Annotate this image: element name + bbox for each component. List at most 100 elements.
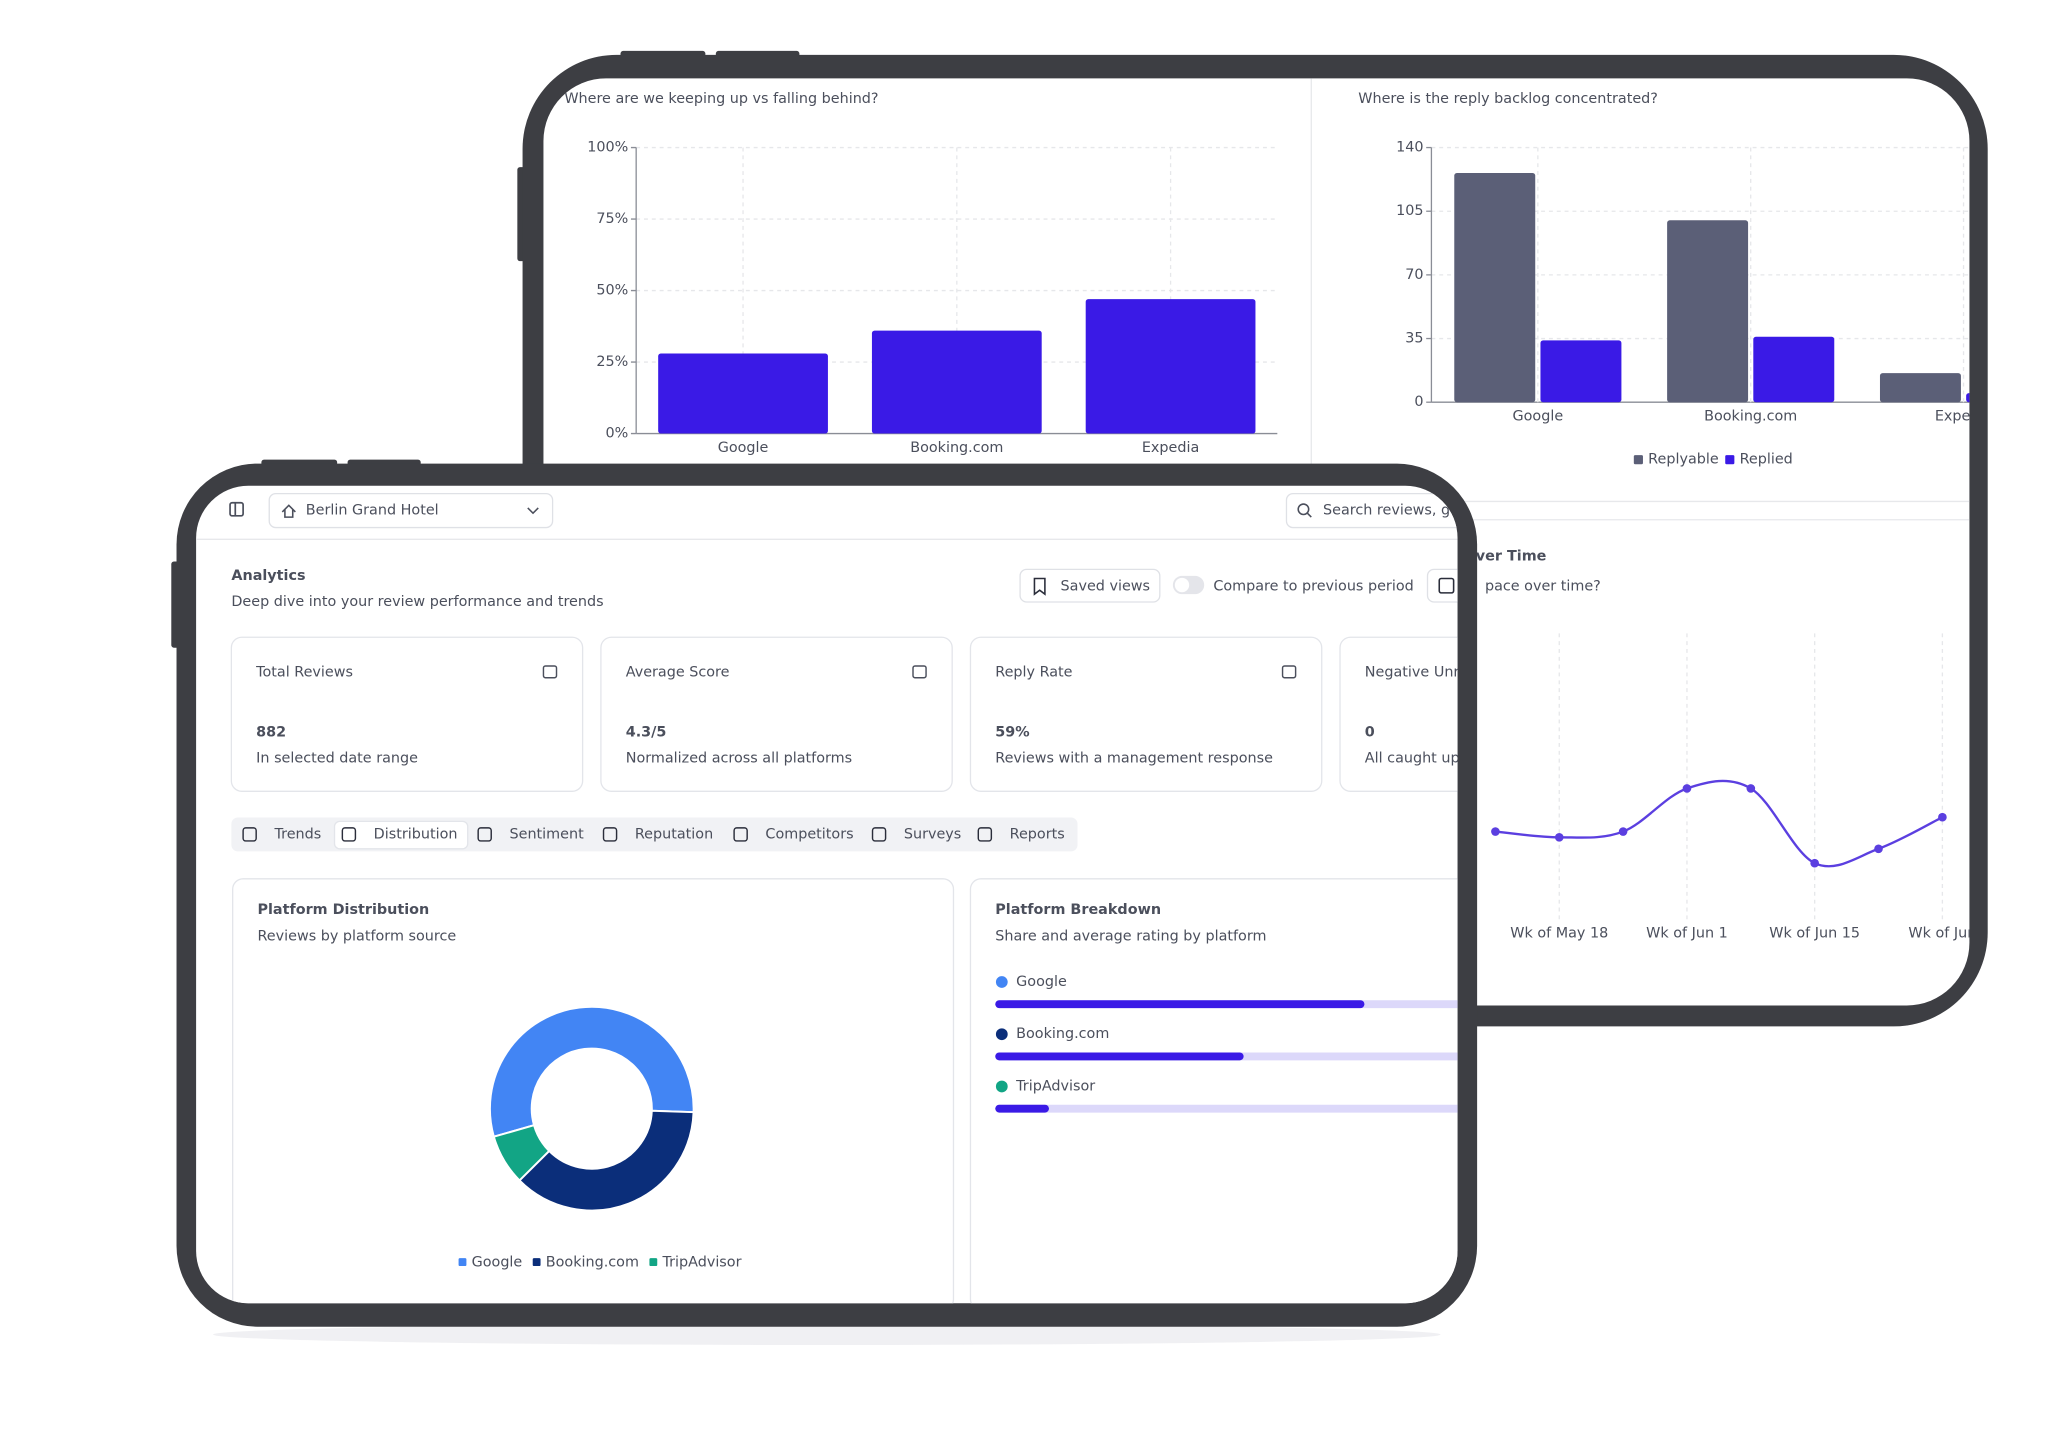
kpi-icon: [1281, 665, 1297, 679]
home-icon: [281, 504, 296, 518]
donut-segment: [518, 1109, 695, 1212]
search-box[interactable]: [1285, 492, 1495, 529]
kpi-card: [969, 636, 1323, 792]
x-tick-label: Booking.com: [910, 440, 1003, 456]
kpi-card: [230, 636, 584, 792]
donut-segment: [492, 1123, 551, 1182]
chart-title: ver Time: [1476, 548, 1547, 564]
x-tick-label: Booking.com: [1704, 409, 1797, 425]
x-tick-label: Expedia: [1142, 440, 1199, 456]
card-subtitle: Share and average rating by platform: [995, 928, 1266, 944]
saved-views-label: Saved views: [1061, 578, 1150, 594]
tab-label[interactable]: Reputation: [635, 826, 713, 842]
shadow: [213, 1324, 1441, 1346]
kpi-icon: [912, 665, 927, 679]
x-tick-label: Wk of May 18: [1510, 926, 1608, 942]
kpi-card: [600, 636, 953, 792]
kpi-label: Reply Rate: [995, 665, 1072, 681]
platform-label: TripAdvisor: [1015, 1078, 1095, 1094]
hotel-name: Berlin Grand Hotel: [306, 503, 439, 519]
legend-label: Replied: [1740, 452, 1793, 468]
sidebar-icon[interactable]: [229, 501, 244, 517]
bar: [1667, 220, 1749, 403]
search-icon: [1297, 503, 1310, 516]
hotel-selector[interactable]: [268, 492, 554, 529]
tab-icon: [341, 827, 357, 842]
bar-track: [995, 1104, 1458, 1113]
x-tick-label: Google: [718, 440, 769, 456]
kpi-value: 4.3/5: [626, 725, 667, 741]
bar: [658, 353, 828, 434]
tab-label[interactable]: Surveys: [904, 826, 961, 842]
y-tick-label: 0%: [606, 426, 629, 442]
line-point: [1746, 784, 1756, 793]
legend-label: Replyable: [1648, 452, 1719, 468]
card-title: Platform Breakdown: [995, 902, 1161, 918]
line-point: [1554, 832, 1564, 842]
tab-label[interactable]: Trends: [273, 826, 321, 842]
y-tick-label: 105: [1396, 203, 1423, 219]
line-point: [1618, 827, 1628, 836]
line-point: [1491, 827, 1500, 836]
tab-label[interactable]: Reports: [1010, 826, 1065, 842]
back-screen: Where are we keeping up vs falling behin…: [564, 78, 1992, 942]
page-title: Analytics: [231, 568, 305, 584]
front-screen: Berlin Grand Hotel Search reviews, gu An…: [196, 492, 1495, 1304]
line-point: [1938, 812, 1947, 822]
y-tick-label: 35: [1405, 331, 1423, 347]
tab-label[interactable]: Sentiment: [510, 826, 585, 842]
y-tick-label: 75%: [596, 211, 628, 227]
kpi-card: [1339, 636, 1458, 792]
saved-views-button[interactable]: [1019, 568, 1161, 603]
x-tick-label: Wk of Jun: [1908, 926, 1976, 942]
chart-subtitle: Where are we keeping up vs falling behin…: [564, 91, 878, 107]
legend-label: TripAdvisor: [661, 1255, 741, 1271]
kpi-label: Average Score: [626, 665, 730, 681]
kpi-note: Reviews with a management response: [995, 751, 1273, 767]
y-tick-label: 0: [1414, 394, 1423, 410]
tab-label[interactable]: Competitors: [765, 826, 853, 842]
tab-icon: [871, 827, 887, 842]
card-subtitle: Reviews by platform source: [257, 928, 456, 944]
legend-swatch: [1633, 455, 1643, 465]
line-series: [1495, 779, 1943, 868]
bar: [995, 1052, 1244, 1061]
y-tick-label: 70: [1405, 267, 1423, 283]
bookmark-icon: [1033, 577, 1046, 596]
platform-dot: [995, 1028, 1008, 1041]
platform-dot: [995, 1080, 1008, 1093]
platform-label: Google: [1016, 974, 1067, 990]
tab-icon: [602, 827, 618, 842]
chart-subtitle: pace over time?: [1485, 578, 1601, 594]
platform-label: Booking.com: [1016, 1026, 1109, 1042]
kpi-note: Normalized across all platforms: [626, 751, 852, 767]
kpi-value: 882: [256, 725, 286, 741]
legend-label: Booking.com: [546, 1255, 639, 1271]
kpi-label: Negative Unr: [1365, 665, 1460, 681]
donut-segment: [488, 1005, 695, 1138]
line-point: [1682, 784, 1692, 793]
legend-swatch: [532, 1258, 541, 1267]
legend-label: Google: [472, 1255, 523, 1271]
line-point: [1810, 858, 1819, 868]
x-tick-label: Expedia: [1935, 409, 1992, 425]
tab-icon: [242, 827, 257, 842]
x-tick-label: Google: [1513, 409, 1564, 425]
y-tick-label: 100%: [587, 140, 628, 156]
tab-active: [333, 820, 469, 850]
line-point: [1874, 844, 1883, 854]
bar: [871, 330, 1042, 434]
y-tick-label: 25%: [596, 354, 628, 370]
distribution-card: [232, 878, 955, 1304]
chevron-icon: [527, 507, 539, 515]
bar: [1753, 336, 1835, 403]
chart-subtitle: Where is the reply backlog concentrated?: [1358, 91, 1658, 107]
tab-label[interactable]: Distribution: [374, 826, 458, 842]
kpi-note: In selected date range: [256, 751, 418, 767]
legend-swatch: [649, 1258, 658, 1267]
date-button[interactable]: [1426, 568, 1467, 603]
kpi-icon: [542, 665, 558, 679]
platform-dot: [995, 976, 1008, 988]
